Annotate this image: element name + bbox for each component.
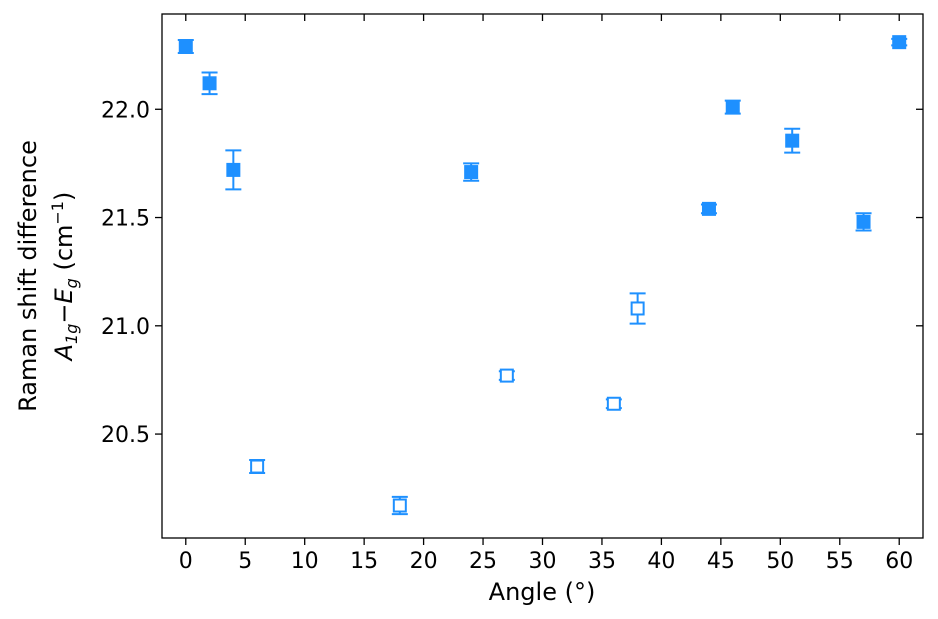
plot-frame xyxy=(161,13,924,539)
superscript: −1 xyxy=(48,201,67,225)
marker xyxy=(701,201,716,216)
marker xyxy=(892,35,907,50)
x-tick-label: 15 xyxy=(350,549,378,574)
symbol: E xyxy=(50,288,78,304)
y-axis-label: Raman shift difference xyxy=(14,140,42,412)
marker xyxy=(202,76,217,91)
x-tick-label: 50 xyxy=(766,549,794,574)
marker xyxy=(392,498,407,513)
x-tick-label: 0 xyxy=(179,549,193,574)
y-axis-label-formula: A1g−Eg (cm−1) xyxy=(48,192,81,363)
marker xyxy=(464,165,479,180)
marker xyxy=(856,214,871,229)
x-tick-label: 45 xyxy=(707,549,735,574)
x-tick-label: 5 xyxy=(238,549,252,574)
marker xyxy=(630,301,645,316)
marker xyxy=(725,100,740,115)
symbol: A xyxy=(50,344,78,362)
x-tick-label: 30 xyxy=(529,549,557,574)
subscript: g xyxy=(62,278,81,288)
x-tick-label: 25 xyxy=(469,549,497,574)
y-tick-label: 20.5 xyxy=(101,423,150,448)
operator: − xyxy=(50,304,78,324)
x-tick-label: 60 xyxy=(885,549,913,574)
y-tick-label: 21.0 xyxy=(101,315,150,340)
x-tick-label: 35 xyxy=(588,549,616,574)
marker xyxy=(178,39,193,54)
y-tick-label: 21.5 xyxy=(101,207,150,232)
marker xyxy=(606,396,621,411)
marker xyxy=(499,368,514,383)
subscript: 1g xyxy=(62,324,81,344)
x-tick-label: 20 xyxy=(410,549,438,574)
x-tick-label: 55 xyxy=(826,549,854,574)
x-tick-label: 40 xyxy=(647,549,675,574)
y-tick-label: 22.0 xyxy=(101,98,150,123)
x-tick-label: 10 xyxy=(291,549,319,574)
marker xyxy=(785,133,800,148)
unit: (cm xyxy=(50,225,78,279)
x-axis-label: Angle (°) xyxy=(489,578,596,606)
marker xyxy=(226,162,241,177)
marker xyxy=(250,459,265,474)
unit: ) xyxy=(50,192,78,201)
